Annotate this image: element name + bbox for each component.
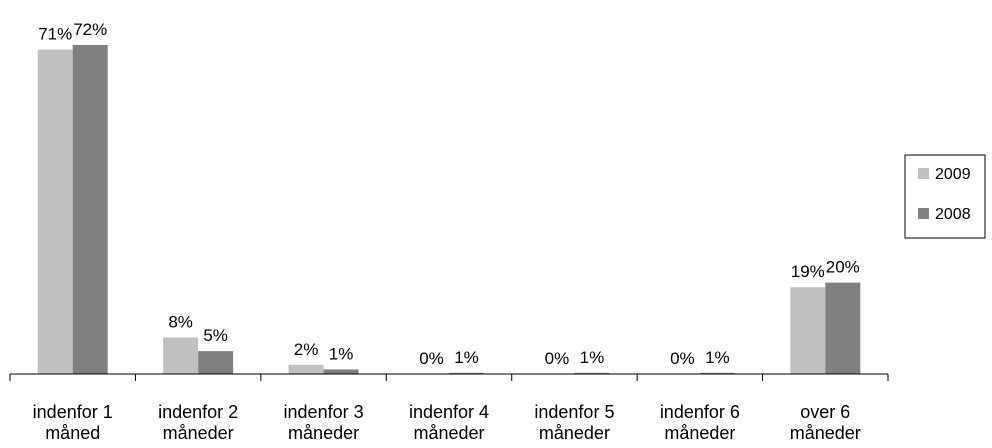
bar-2008-2 — [198, 351, 234, 374]
legend: 2009 2008 — [904, 154, 986, 239]
value-label-2009-7: 19% — [791, 262, 825, 281]
value-label-2008-4: 1% — [454, 348, 479, 367]
category-label-5: indenfor 5 måneder — [534, 402, 614, 443]
legend-swatch-2009 — [918, 168, 929, 179]
bar-2009-7 — [790, 287, 826, 374]
bar-2008-3 — [323, 369, 359, 374]
value-label-2008-1: 72% — [73, 20, 107, 39]
category-label-3: indenfor 3 måneder — [284, 402, 364, 443]
value-labels-layer: 71% 72% 8% 5% 2% 1% 0% 1% 0% 1% 0% 1% 19% 20% — [38, 20, 860, 368]
value-label-2008-7: 20% — [826, 258, 860, 277]
bar-2009-3 — [288, 364, 324, 374]
category-label-6: indenfor 6 måneder — [660, 402, 740, 443]
value-label-2009-4: 0% — [419, 349, 444, 368]
value-label-2009-5: 0% — [545, 349, 570, 368]
value-label-2009-1: 71% — [38, 25, 72, 44]
category-labels-layer: indenfor 1 måned indenfor 2 måneder indenfor… — [33, 402, 861, 443]
bar-2008-4 — [449, 372, 484, 374]
category-label-2: indenfor 2 måneder — [158, 402, 238, 443]
bar-2008-1 — [72, 45, 108, 374]
bars-layer — [37, 45, 861, 374]
value-label-2009-6: 0% — [670, 349, 695, 368]
value-label-2008-2: 5% — [203, 326, 228, 345]
value-label-2008-5: 1% — [580, 348, 605, 367]
category-label-7: over 6 måneder — [790, 402, 861, 443]
bar-2009-1 — [37, 49, 73, 374]
legend-label-2009: 2009 — [935, 166, 971, 183]
x-axis — [9, 373, 889, 381]
bar-2008-7 — [825, 282, 861, 374]
value-label-2009-3: 2% — [294, 340, 319, 359]
bar-2008-5 — [574, 372, 610, 374]
category-label-1: indenfor 1 måned — [33, 402, 113, 443]
value-label-2009-2: 8% — [168, 312, 193, 331]
legend-swatch-2008 — [918, 208, 929, 219]
bar-2009-2 — [163, 337, 199, 374]
value-label-2008-3: 1% — [329, 344, 354, 363]
legend-label-2008: 2008 — [935, 206, 971, 223]
category-label-4: indenfor 4 måneder — [409, 402, 489, 443]
bar-2008-6 — [699, 372, 735, 374]
value-label-2008-6: 1% — [705, 348, 730, 367]
